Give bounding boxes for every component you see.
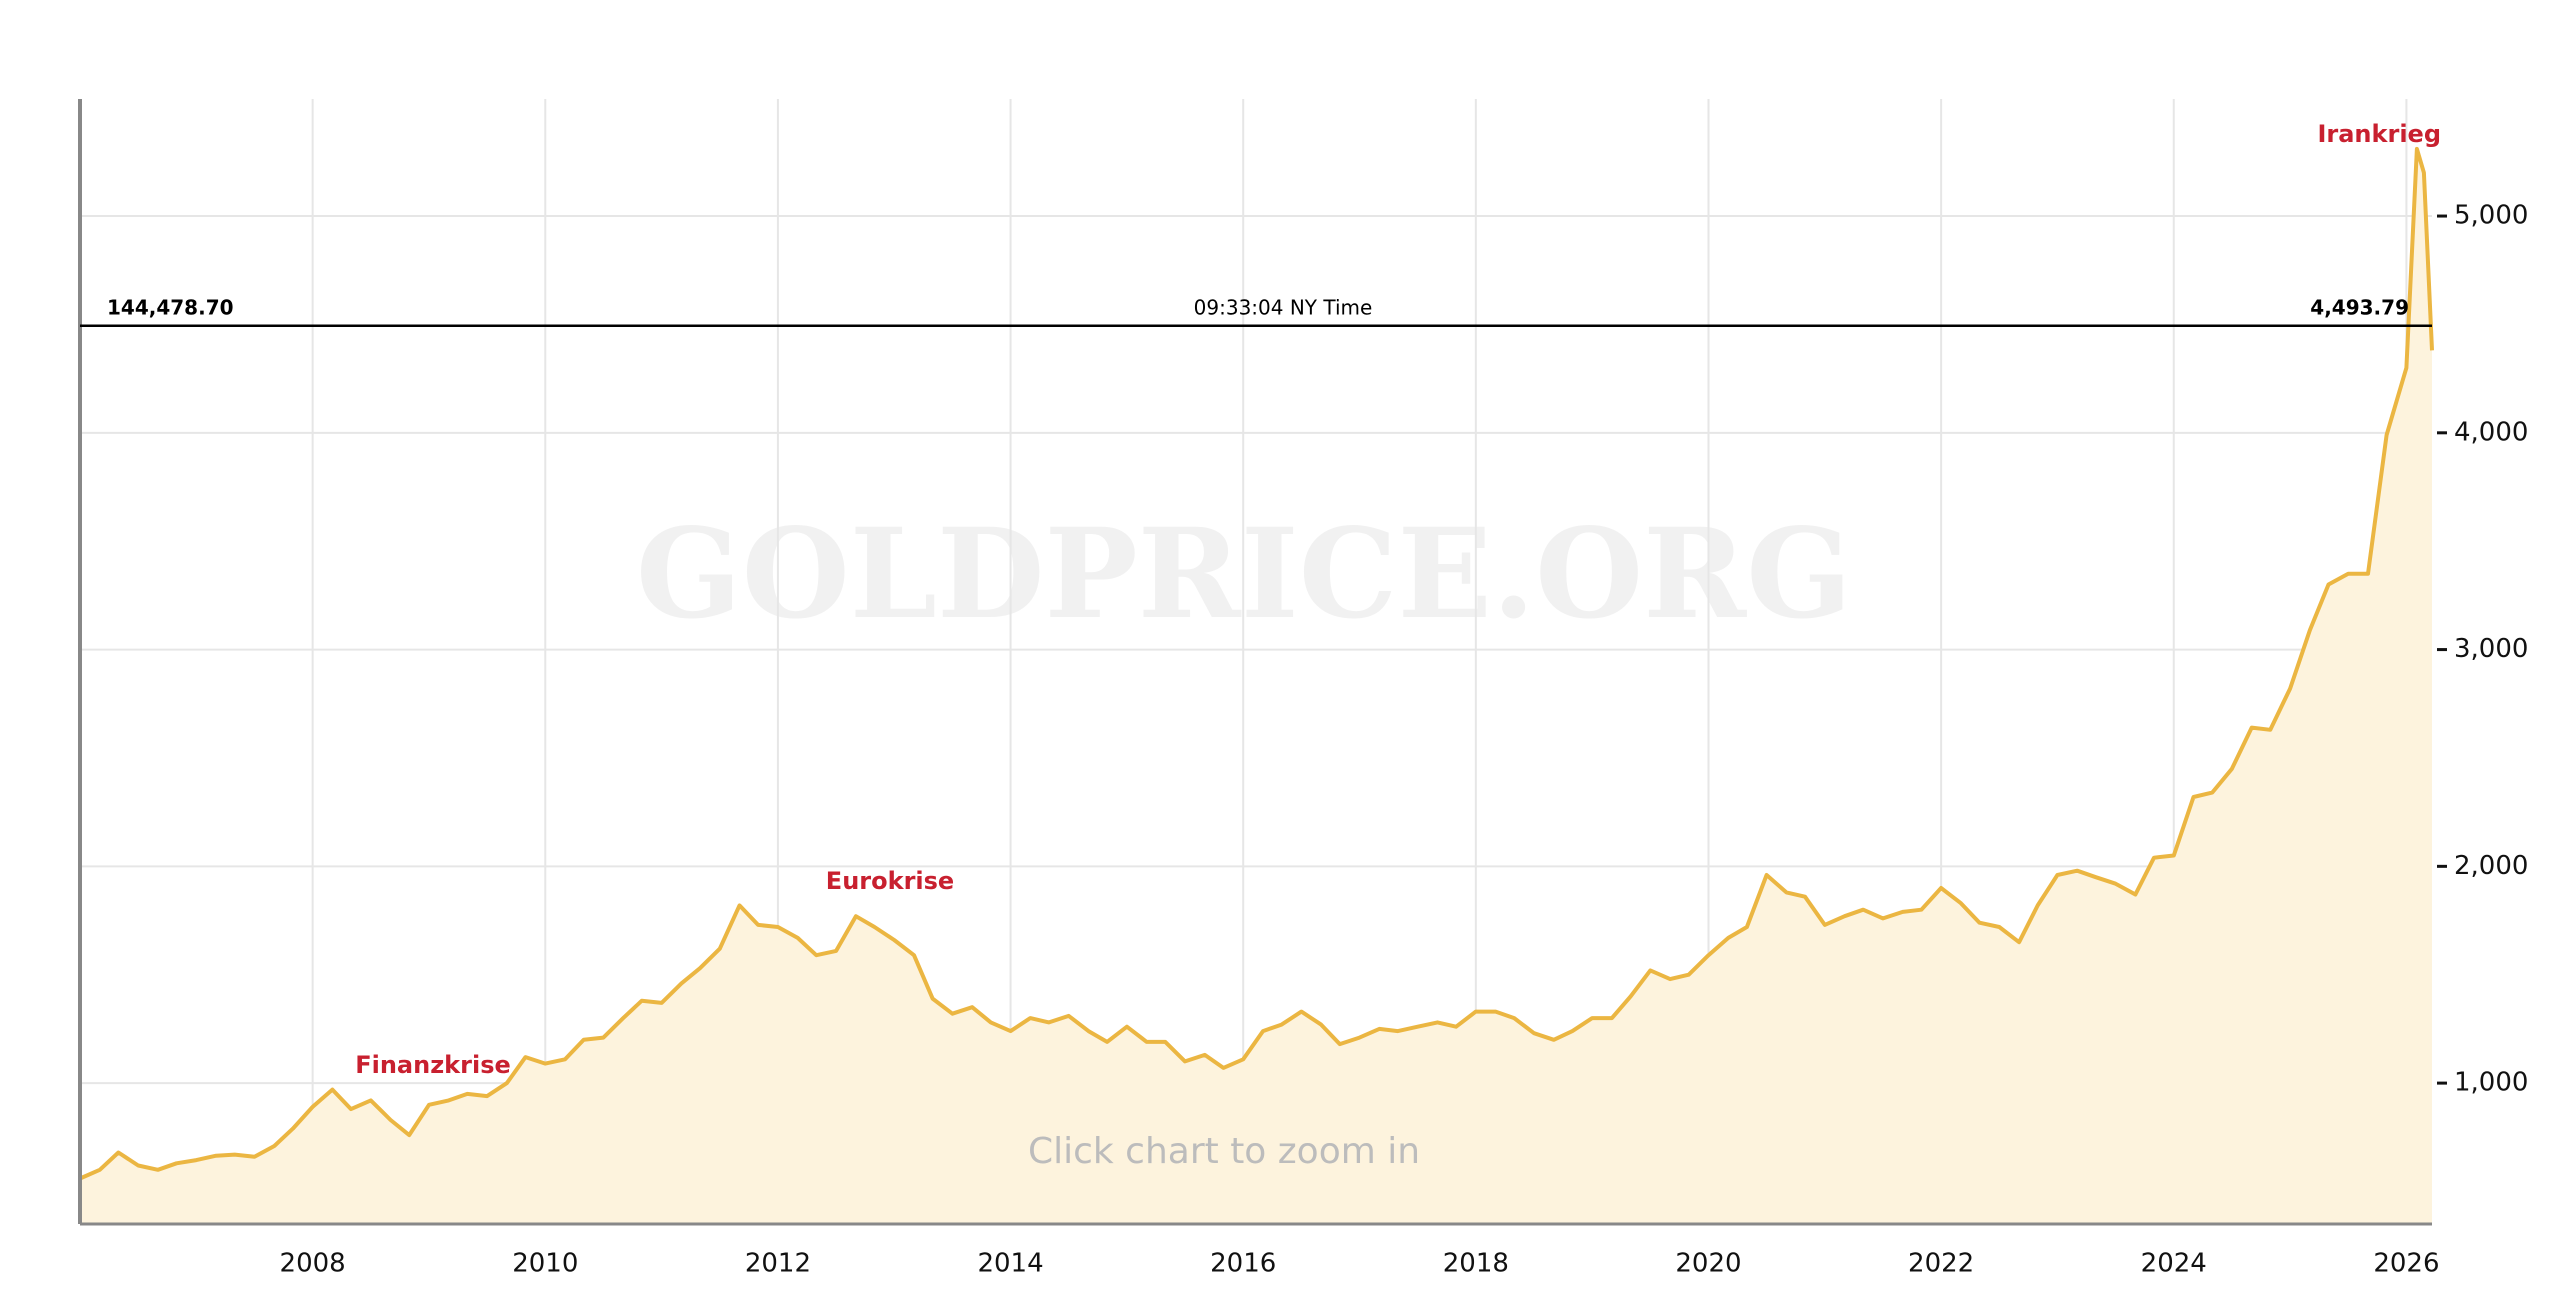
x-tick-label: 2020 (1675, 1249, 1741, 1279)
y-tick-label: 5,000 (2454, 201, 2528, 231)
crosshair-left-label: 144,478.70 (107, 295, 234, 319)
crosshair-value: 4,493.79 (2310, 295, 2409, 319)
x-tick-label: 2016 (1210, 1249, 1276, 1279)
x-tick-label: 2012 (745, 1249, 811, 1279)
x-tick-label: 2014 (977, 1249, 1043, 1279)
crosshair-time: 09:33:04 NY Time (1194, 295, 1373, 319)
zoom-hint: Click chart to zoom in (1028, 1131, 1420, 1172)
y-tick-label: 2,000 (2454, 851, 2528, 881)
y-tick-label: 4,000 (2454, 417, 2528, 447)
x-tick-label: 2008 (280, 1249, 346, 1279)
annotation: Eurokrise (826, 867, 954, 895)
price-line (79, 146, 2434, 1181)
x-tick-label: 2010 (512, 1249, 578, 1279)
x-tick-label: 2022 (1908, 1249, 1974, 1279)
x-tick-label: 2018 (1443, 1249, 1509, 1279)
x-tick-label: 2026 (2373, 1249, 2439, 1279)
y-tick-label: 3,000 (2454, 634, 2528, 664)
annotation: Finanzkrise (355, 1051, 511, 1079)
area-fill (80, 148, 2432, 1224)
y-tick-label: 1,000 (2454, 1068, 2528, 1098)
x-tick-label: 2024 (2141, 1249, 2207, 1279)
annotation: Irankrieg (2317, 120, 2441, 148)
